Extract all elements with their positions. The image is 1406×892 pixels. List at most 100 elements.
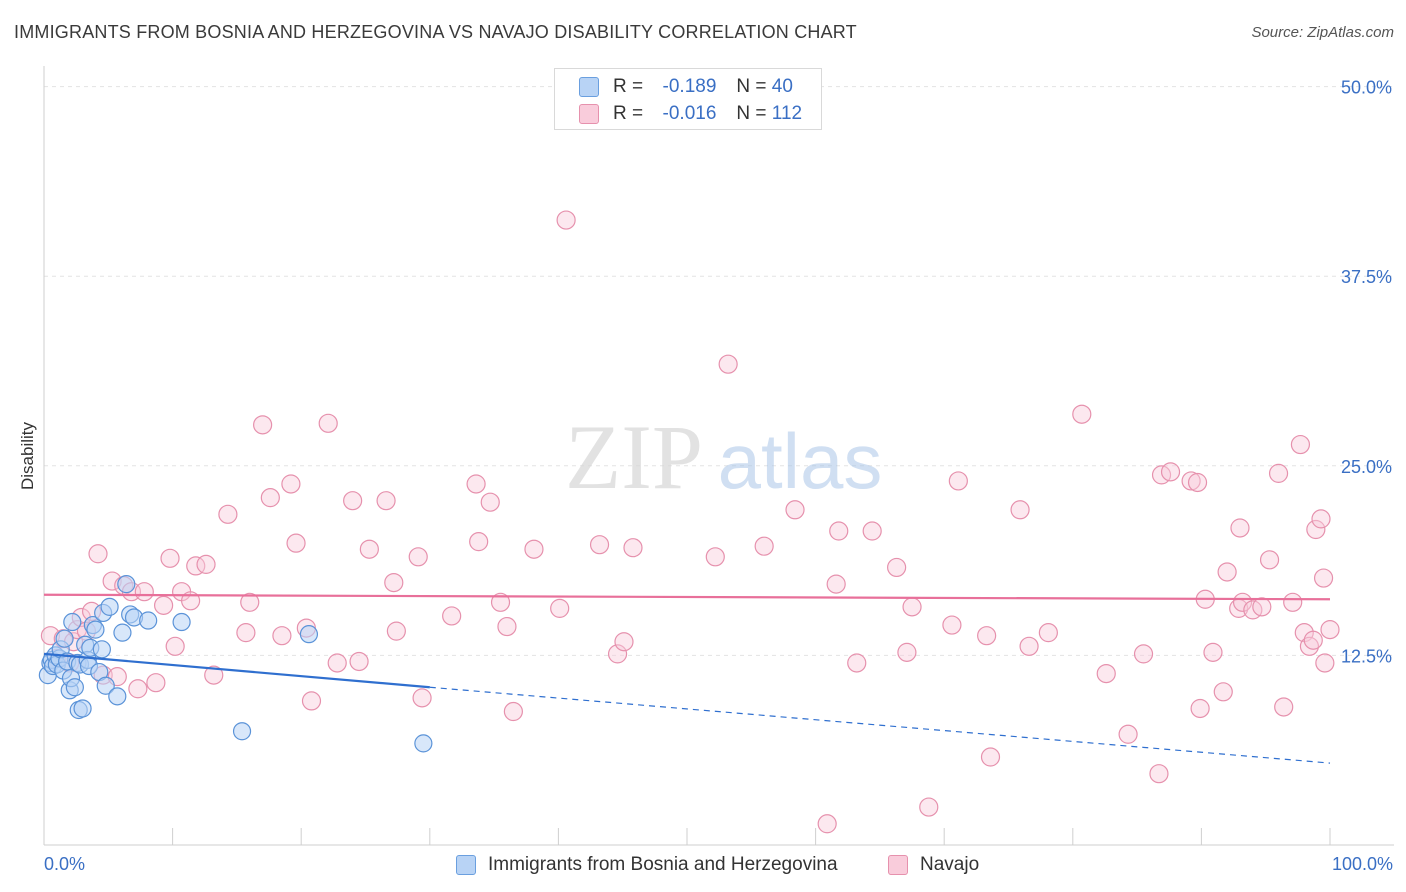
navajo-point	[847, 653, 867, 673]
bosnia-point	[414, 734, 433, 753]
navajo-point	[977, 626, 997, 646]
correlation-legend: R = -0.189 N = 40 R = -0.016 N = 112	[554, 68, 822, 130]
navajo-point	[1213, 682, 1233, 702]
navajo-point	[1010, 500, 1030, 520]
axes	[43, 66, 1394, 846]
navajo-point	[1203, 642, 1223, 662]
legend-r-value-navajo: -0.016	[662, 103, 717, 124]
navajo-point	[442, 606, 462, 626]
navajo-point	[466, 474, 486, 494]
navajo-point	[754, 536, 774, 556]
tick-labels: 12.5% 25.0% 37.5% 50.0% 0.0% 100.0%	[44, 78, 1393, 874]
x-tick-label: 100.0%	[1332, 854, 1393, 874]
navajo-point	[272, 626, 292, 646]
navajo-point	[186, 556, 206, 576]
navajo-point	[469, 532, 489, 552]
legend-swatch-navajo	[579, 104, 599, 124]
navajo-point	[503, 701, 523, 722]
bosnia-point	[63, 612, 82, 632]
navajo-point	[919, 797, 939, 817]
legend-n-label: N =	[736, 76, 767, 97]
watermark-atlas: atlas	[718, 417, 883, 505]
navajo-point	[1232, 592, 1253, 612]
bosnia-point	[92, 640, 111, 659]
navajo-point	[1133, 644, 1154, 664]
navajo-point	[1038, 623, 1058, 643]
legend-r-label: R =	[613, 76, 644, 97]
bosnia-point	[96, 676, 115, 695]
navajo-point	[301, 691, 322, 711]
navajo-point	[497, 616, 517, 637]
series-legend: Immigrants from Bosnia and Herzegovina N…	[0, 852, 1406, 878]
y-tick-label: 37.5%	[1341, 267, 1392, 287]
y-tick-label: 25.0%	[1341, 457, 1392, 477]
navajo-point	[359, 539, 379, 559]
legend-swatch-bosnia	[579, 77, 599, 97]
bosnia-point	[139, 611, 158, 630]
navajo-point	[1217, 562, 1237, 582]
navajo-point	[327, 653, 347, 673]
navajo-point	[88, 544, 108, 564]
navajo-point	[196, 554, 216, 574]
legend-row-navajo: R = -0.016 N = 112	[579, 101, 802, 127]
bosnia-point	[117, 575, 136, 594]
navajo-point	[318, 413, 338, 433]
bosnia-points	[38, 575, 433, 753]
bosnia-point	[113, 623, 132, 642]
bosnia-point	[299, 625, 319, 644]
navajo-point	[948, 471, 968, 491]
navajo-point	[705, 547, 725, 567]
navajo-point	[490, 592, 511, 612]
navajo-point	[281, 474, 301, 494]
navajo-point	[556, 210, 576, 230]
navajo-point	[862, 521, 882, 541]
navajo-point	[236, 623, 256, 643]
navajo-point	[1072, 404, 1092, 424]
navajo-point	[607, 644, 628, 664]
navajo-point	[1181, 471, 1201, 491]
navajo-point	[160, 548, 180, 568]
navajo-point	[408, 547, 428, 567]
grid-lines	[44, 86, 1394, 656]
series-legend-bosnia: Immigrants from Bosnia and Herzegovina	[456, 852, 838, 878]
navajo-point	[146, 673, 166, 693]
navajo-point	[480, 492, 500, 512]
bosnia-point	[232, 722, 252, 741]
bosnia-trend-line	[43, 652, 430, 689]
navajo-point	[1290, 434, 1311, 455]
bosnia-point	[108, 687, 127, 706]
series-label-navajo: Navajo	[920, 854, 980, 875]
bosnia-point	[55, 629, 74, 648]
navajo-point	[829, 521, 849, 541]
navajo-point	[1118, 724, 1138, 744]
navajo-point	[1313, 568, 1334, 588]
navajo-point	[1320, 620, 1340, 640]
navajo-point	[1230, 518, 1250, 538]
navajo-point	[902, 597, 922, 617]
navajo-point	[1160, 462, 1181, 482]
bosnia-trend-extension	[429, 686, 1331, 764]
navajo-point	[589, 535, 610, 555]
watermark-zip: ZIP	[565, 406, 703, 508]
navajo-point	[412, 688, 432, 708]
y-axis-label: Disability	[18, 421, 37, 491]
navajo-point	[1259, 550, 1280, 570]
legend-r-label: R =	[613, 103, 644, 124]
navajo-point	[614, 632, 634, 652]
navajo-point	[1268, 463, 1289, 483]
navajo-point	[1190, 698, 1210, 719]
series-swatch-bosnia	[456, 855, 476, 875]
navajo-point	[1096, 663, 1116, 684]
navajo-point	[165, 636, 185, 656]
y-tick-label: 12.5%	[1341, 646, 1392, 666]
navajo-point	[1306, 519, 1326, 540]
navajo-point	[218, 504, 238, 524]
navajo-point	[897, 642, 917, 662]
navajo-point	[826, 574, 846, 594]
navajo-point	[1311, 509, 1331, 529]
series-legend-navajo: Navajo	[888, 852, 979, 878]
bosnia-point	[86, 620, 105, 639]
trend-lines	[43, 593, 1331, 764]
navajo-point	[343, 491, 363, 511]
